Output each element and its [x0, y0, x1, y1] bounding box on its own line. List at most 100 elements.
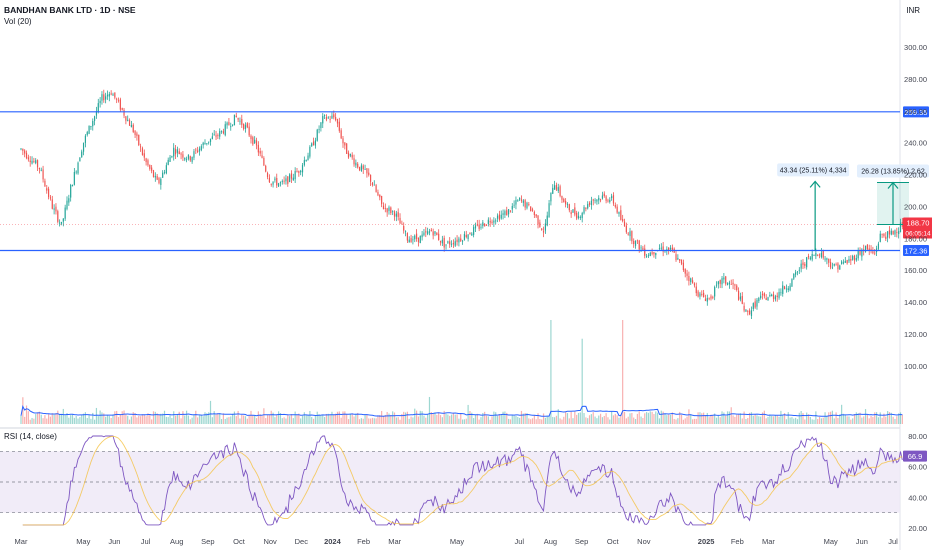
candle: [436, 232, 438, 236]
candle: [565, 198, 567, 208]
candle: [373, 180, 375, 186]
candle: [309, 145, 311, 159]
volume-bar: [228, 417, 230, 424]
candle-body: [765, 298, 767, 300]
volume-bar: [414, 408, 416, 424]
candle: [754, 298, 756, 309]
candle-body: [813, 254, 815, 256]
candle-body: [149, 164, 151, 169]
volume-bar: [530, 419, 532, 424]
candle-body: [507, 209, 510, 215]
candle-body: [298, 171, 300, 173]
candle-body: [244, 125, 247, 129]
candle: [533, 210, 535, 219]
candle-body: [152, 170, 155, 177]
volume-bar: [314, 416, 316, 424]
volume-bar: [369, 418, 372, 424]
candle: [636, 239, 638, 245]
candle: [353, 154, 355, 167]
volume-bar: [88, 415, 90, 424]
candle-body: [450, 243, 453, 245]
volume-bar: [828, 412, 830, 424]
volume-bar: [704, 414, 707, 424]
volume-bar: [379, 414, 381, 424]
candle: [721, 276, 723, 289]
volume-bar: [44, 415, 46, 424]
volume-bar: [112, 414, 114, 424]
volume-bar: [139, 416, 142, 424]
candle: [149, 164, 151, 171]
candle: [165, 162, 167, 175]
candle: [112, 92, 114, 96]
volume-bar: [480, 417, 482, 424]
candle: [787, 286, 789, 293]
volume-bar: [158, 414, 160, 424]
candle-body: [542, 231, 545, 233]
candle-body: [570, 212, 572, 215]
candle-body: [220, 130, 223, 132]
volume-bar: [290, 414, 293, 424]
volume-bar: [493, 411, 495, 424]
candle-body: [855, 258, 857, 261]
candle-body: [885, 236, 887, 239]
candle-body: [642, 247, 644, 251]
candle: [857, 247, 859, 261]
candle: [498, 210, 500, 222]
volume-bar: [703, 412, 705, 424]
level-price-label: 259.35: [905, 108, 928, 117]
candle-body: [44, 180, 46, 187]
candle-body: [837, 263, 839, 270]
candle-body: [612, 195, 615, 204]
candle: [371, 181, 374, 187]
time-axis-tick: May: [450, 537, 464, 546]
volume-bar: [152, 411, 155, 424]
volume-bar: [346, 413, 348, 424]
rsi-legend[interactable]: RSI (14, close): [4, 432, 57, 441]
candle-body: [802, 262, 804, 266]
volume-bar: [353, 416, 355, 424]
candle: [287, 176, 289, 187]
candle-body: [27, 157, 29, 160]
volume-bar: [747, 418, 749, 424]
volume-bar: [736, 414, 738, 424]
volume-bar: [852, 418, 854, 424]
volume-bar: [406, 411, 408, 424]
candle-body: [625, 225, 627, 233]
volume-bar: [243, 415, 245, 424]
volume-bar: [461, 419, 464, 424]
candle: [173, 143, 175, 161]
candle-body: [509, 210, 512, 212]
candle-body: [22, 148, 24, 151]
currency-label[interactable]: INR: [906, 6, 920, 15]
candle-body: [517, 200, 519, 202]
volume-bar: [498, 414, 500, 424]
volume-bar: [890, 412, 892, 424]
volume-bar: [599, 413, 602, 424]
candle-body: [410, 238, 412, 242]
candle-body: [57, 211, 59, 222]
volume-bar: [901, 414, 903, 424]
candle-body: [215, 135, 217, 137]
price-axis-tick: 200.00: [904, 202, 927, 211]
candle-body: [866, 244, 868, 250]
candle-body: [239, 120, 241, 122]
candle: [758, 296, 760, 304]
candle-body: [235, 115, 237, 118]
candle-body: [187, 154, 190, 159]
candle-body: [888, 230, 891, 235]
candle: [344, 142, 346, 150]
candle: [599, 198, 602, 203]
volume-bar: [430, 412, 432, 424]
volume-bar: [806, 412, 808, 424]
volume-bar: [362, 418, 364, 424]
volume-legend[interactable]: Vol (20): [4, 17, 32, 26]
symbol-title[interactable]: BANDHAN BANK LTD · 1D · NSE: [4, 5, 136, 15]
horizontal-levels: [0, 111, 900, 252]
volume-bar: [528, 418, 530, 424]
candle: [826, 257, 828, 265]
candle-body: [478, 224, 480, 229]
volume-bar: [331, 411, 333, 424]
volume-bar: [706, 412, 708, 424]
volume-bar: [822, 417, 824, 424]
